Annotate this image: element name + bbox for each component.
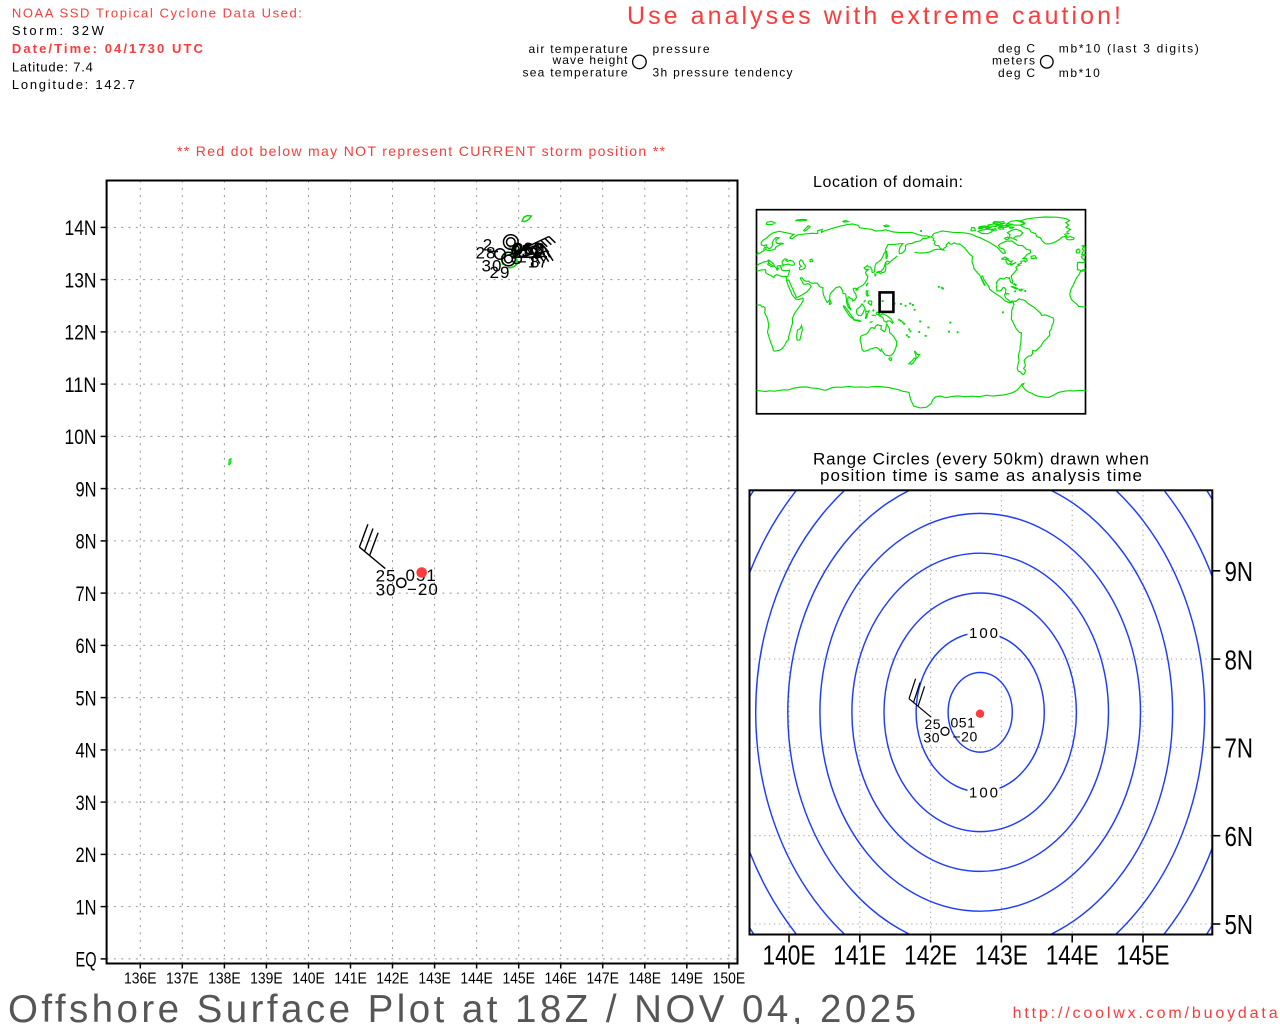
svg-text:mb*10 (last 3 digits): mb*10 (last 3 digits) [1059,42,1199,56]
svg-text:137E: 137E [166,971,199,988]
svg-text:pressure: pressure [653,42,710,56]
svg-text:deg C: deg C [998,42,1035,56]
svg-text:3N: 3N [76,791,97,815]
svg-text:Use analyses with extreme caut: Use analyses with extreme caution! [627,2,1121,30]
svg-text:13N: 13N [65,268,97,292]
svg-text:Offshore Surface Plot at 18Z /: Offshore Surface Plot at 18Z / NOV 04, 2… [8,988,916,1024]
svg-text:145E: 145E [1117,940,1170,971]
svg-text:Date/Time: 04/1730 UTC: Date/Time: 04/1730 UTC [12,41,204,56]
svg-text:2: 2 [483,236,493,255]
svg-text:25: 25 [376,567,397,586]
svg-text:136E: 136E [124,971,157,988]
svg-text:30: 30 [376,581,397,600]
svg-text:9N: 9N [76,477,97,501]
svg-text:deg C: deg C [998,66,1035,80]
svg-text:149E: 149E [671,971,704,988]
svg-text:140E: 140E [763,940,816,971]
svg-text:NOAA SSD Tropical Cyclone Data: NOAA SSD Tropical Cyclone Data Used: [12,5,302,20]
svg-text:145E: 145E [502,971,535,988]
svg-text:12N: 12N [65,321,97,345]
svg-text:2N: 2N [76,843,97,867]
svg-text:6N: 6N [1225,821,1254,852]
svg-text:1N: 1N [76,895,97,919]
svg-text:14N: 14N [65,216,97,240]
svg-text:140E: 140E [292,971,325,988]
svg-text:4N: 4N [76,739,97,763]
svg-text:051: 051 [951,714,976,730]
svg-text:position time is same as analy: position time is same as analysis time [820,466,1142,485]
svg-text:144E: 144E [460,971,493,988]
svg-text:EQ: EQ [76,948,97,972]
svg-text:150E: 150E [713,971,746,988]
svg-text:143E: 143E [418,971,451,988]
svg-text:meters: meters [992,53,1035,67]
svg-text:8: 8 [530,253,540,272]
svg-text:air temperature: air temperature [529,42,628,56]
svg-text:142E: 142E [904,940,957,971]
svg-text:http://coolwx.com/buoydata: http://coolwx.com/buoydata [1013,1005,1278,1022]
svg-text:mb*10: mb*10 [1059,66,1100,80]
svg-text:148E: 148E [629,971,662,988]
svg-text:Latitude: 7.4: Latitude: 7.4 [12,59,93,74]
svg-text:138E: 138E [208,971,241,988]
svg-text:144E: 144E [1046,940,1099,971]
svg-text:28: 28 [476,244,497,263]
svg-text:−20: −20 [953,728,978,744]
svg-text:wave height: wave height [552,53,629,67]
svg-text:−20: −20 [407,580,439,599]
svg-text:143E: 143E [975,940,1028,971]
svg-text:10N: 10N [65,425,97,449]
svg-text:30: 30 [482,257,503,276]
svg-text:Location of domain:: Location of domain: [813,174,963,191]
svg-text:Longitude: 142.7: Longitude: 142.7 [12,77,135,92]
svg-text:141E: 141E [334,971,367,988]
svg-text:8N: 8N [76,530,97,554]
svg-text:** Red dot below may NOT repre: ** Red dot below may NOT represent CURRE… [177,143,666,159]
svg-text:3h pressure tendency: 3h pressure tendency [653,65,793,79]
svg-text:5N: 5N [76,686,97,710]
svg-text:11N: 11N [65,373,97,397]
svg-text:9N: 9N [1225,556,1254,587]
svg-text:sea temperature: sea temperature [523,65,628,79]
svg-text:141E: 141E [833,940,886,971]
svg-text:5N: 5N [1225,909,1254,940]
svg-text:7N: 7N [76,582,97,606]
svg-text:146E: 146E [544,971,577,988]
svg-text:142E: 142E [376,971,409,988]
svg-text:147E: 147E [586,971,619,988]
svg-text:100: 100 [969,784,998,801]
svg-text:7N: 7N [1225,733,1254,764]
svg-text:8N: 8N [1225,644,1254,675]
svg-text:30: 30 [923,729,940,745]
svg-text:Range Circles (every 50km) dra: Range Circles (every 50km) drawn when [813,450,1149,469]
svg-text:25: 25 [924,716,941,732]
svg-text:29: 29 [490,263,511,282]
svg-text:6N: 6N [76,634,97,658]
svg-text:100: 100 [969,625,998,642]
svg-text:139E: 139E [250,971,283,988]
